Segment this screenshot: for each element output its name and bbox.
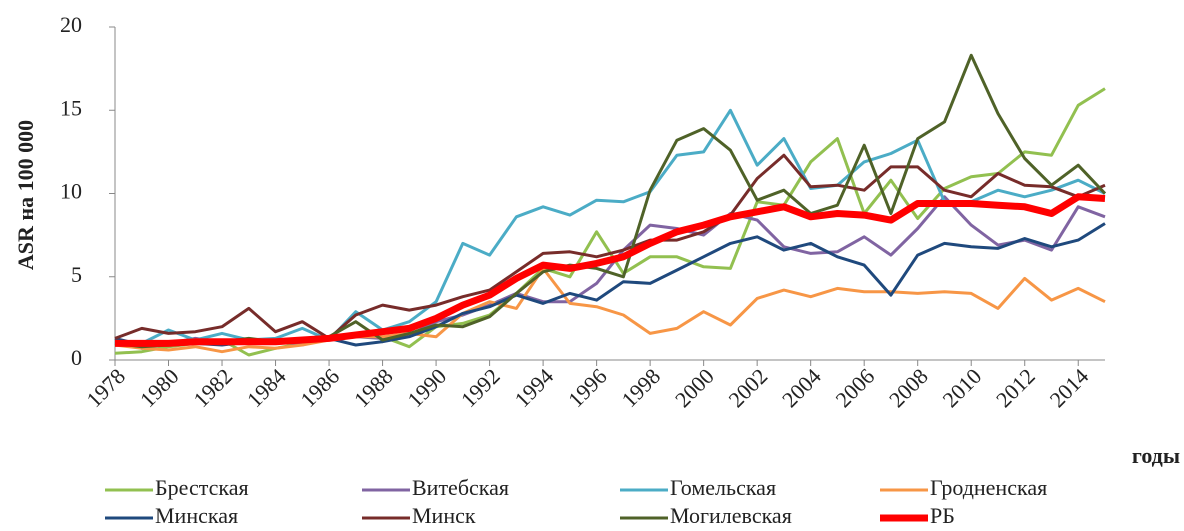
x-tick-label: 1990 [402,363,451,412]
y-tick-label: 15 [60,95,82,120]
x-tick-label: 1986 [295,363,344,412]
series-line [114,266,1106,354]
x-tick-label: 2002 [723,363,772,412]
legend-label: Минск [412,503,476,528]
x-tick-label: 2014 [1045,363,1094,412]
x-tick-label: 1998 [616,363,665,412]
x-tick-label: 1996 [563,363,612,412]
y-tick-label: 5 [71,262,82,287]
x-tick-label: 2010 [938,363,987,412]
series-line [114,87,1106,357]
x-tick-label: 2004 [777,363,826,412]
x-tick-label: 2000 [670,363,719,412]
y-tick-label: 0 [71,345,82,370]
x-tick-label: 1984 [242,363,291,412]
x-tick-label: 1982 [188,363,237,412]
series-line [114,108,1106,345]
x-axis-title: годы [1132,443,1180,468]
x-tick-label: 2012 [991,363,1040,412]
legend-label: Минская [155,503,238,528]
x-tick-label: 1992 [456,363,505,412]
series-line [115,193,1106,347]
x-tick-label: 1994 [509,363,558,412]
legend-label: Могилевская [670,503,792,528]
legend-label: Гомельская [670,475,776,500]
x-tick-label: 2008 [884,363,933,412]
legend-label: РБ [930,503,955,528]
x-tick-label: 2006 [831,363,880,412]
y-tick-label: 10 [60,179,82,204]
x-tick-label: 1988 [349,363,398,412]
legend-label: Гродненская [930,475,1047,500]
y-axis-title: ASR на 100 000 [13,120,38,270]
legend-label: Витебская [412,475,509,500]
x-tick-label: 1980 [135,363,184,412]
series-line [114,153,1106,340]
series-line [114,222,1106,347]
x-tick-label: 1978 [81,363,130,412]
y-tick-label: 20 [60,12,82,37]
legend-label: Брестская [155,475,249,500]
